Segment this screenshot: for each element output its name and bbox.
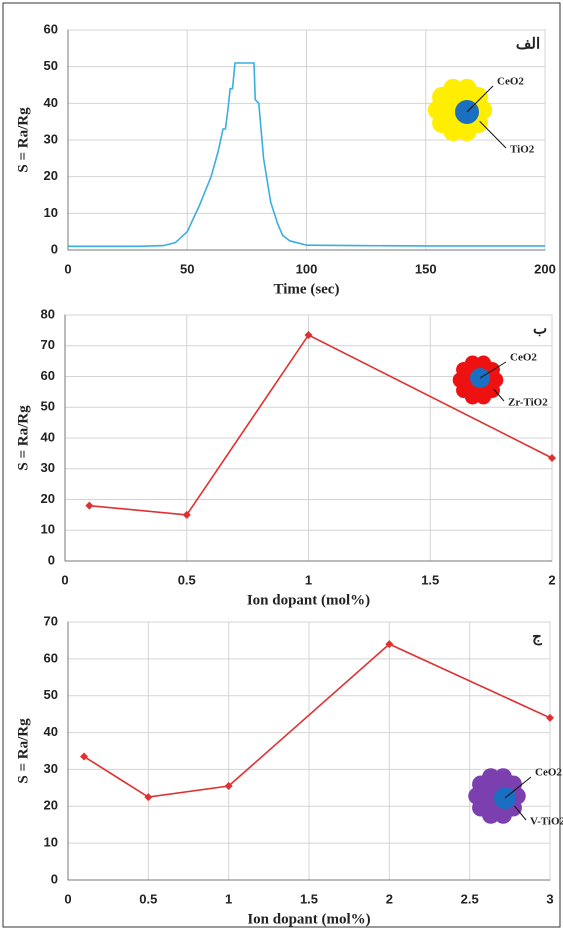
y-tick-label: 50 bbox=[41, 399, 55, 414]
data-point bbox=[546, 713, 554, 722]
inset-pointer bbox=[479, 120, 507, 149]
y-tick-label: 30 bbox=[44, 131, 58, 146]
y-axis-label: S = Ra/Rg bbox=[15, 718, 31, 784]
y-tick-label: 50 bbox=[44, 58, 58, 73]
y-tick-label: 10 bbox=[41, 522, 55, 537]
y-tick-label: 70 bbox=[41, 337, 55, 352]
data-line bbox=[83, 643, 551, 798]
x-tick-label: 1.5 bbox=[421, 572, 439, 587]
x-tick-label: 50 bbox=[180, 261, 194, 276]
x-tick-label: 200 bbox=[534, 261, 556, 276]
data-point bbox=[182, 510, 191, 519]
y-tick-label: 60 bbox=[41, 368, 55, 383]
y-tick-label: 80 bbox=[41, 306, 55, 321]
annotation: ب bbox=[533, 321, 547, 337]
y-tick-label: 60 bbox=[44, 650, 58, 665]
inset-pointer bbox=[493, 388, 505, 402]
y-tick-label: 30 bbox=[44, 761, 58, 776]
y-tick-label: 50 bbox=[44, 687, 58, 702]
data-line bbox=[68, 62, 545, 248]
data-point bbox=[80, 752, 89, 761]
x-tick-label: 1 bbox=[305, 572, 312, 587]
x-axis-label: Ion dopant (mol%) bbox=[247, 592, 370, 608]
x-axis-label: Time (sec) bbox=[274, 281, 340, 297]
y-tick-label: 20 bbox=[44, 168, 58, 183]
inset-pointer bbox=[504, 776, 532, 799]
y-tick-label: 60 bbox=[44, 21, 58, 36]
x-tick-label: 2 bbox=[548, 572, 555, 587]
x-tick-label: 0 bbox=[64, 261, 71, 276]
y-axis-label: S = Ra/Rg bbox=[15, 107, 31, 173]
y-tick-label: 40 bbox=[41, 429, 55, 444]
y-tick-label: 20 bbox=[41, 491, 55, 506]
inset-label: TiO2 bbox=[510, 144, 535, 156]
x-tick-label: 1.5 bbox=[300, 891, 318, 906]
annotation: ج bbox=[532, 629, 542, 645]
x-tick-label: 2.5 bbox=[461, 891, 479, 906]
inset-label: V-TiO2 bbox=[530, 816, 563, 828]
inset-pointer bbox=[479, 361, 507, 379]
data-point bbox=[144, 793, 153, 802]
data-point bbox=[548, 453, 556, 462]
y-tick-label: 30 bbox=[41, 460, 55, 475]
data-line bbox=[89, 333, 553, 516]
y-axis-label: S = Ra/Rg bbox=[15, 405, 31, 471]
x-tick-label: 0.5 bbox=[139, 891, 157, 906]
x-tick-label: 1 bbox=[225, 891, 232, 906]
inset-pointer bbox=[514, 805, 527, 821]
inset-label: CeO2 bbox=[535, 767, 562, 779]
y-tick-label: 0 bbox=[51, 871, 58, 886]
data-point bbox=[385, 640, 394, 649]
data-point bbox=[85, 501, 94, 510]
x-tick-label: 150 bbox=[415, 261, 437, 276]
x-axis-label: Ion dopant (mol%) bbox=[247, 911, 370, 927]
inset-label: CeO2 bbox=[497, 76, 524, 88]
y-tick-label: 20 bbox=[44, 798, 58, 813]
inset-pointer bbox=[466, 85, 494, 113]
x-tick-label: 2 bbox=[386, 891, 393, 906]
y-tick-label: 10 bbox=[44, 835, 58, 850]
x-tick-label: 0.5 bbox=[178, 572, 196, 587]
y-tick-label: 70 bbox=[44, 613, 58, 628]
x-tick-label: 3 bbox=[546, 891, 553, 906]
x-tick-label: 0 bbox=[61, 572, 68, 587]
x-tick-label: 0 bbox=[64, 891, 71, 906]
annotation: الف bbox=[516, 36, 540, 52]
inset-label: Zr-TiO2 bbox=[508, 397, 548, 409]
data-point bbox=[304, 330, 313, 339]
y-tick-label: 10 bbox=[44, 205, 58, 220]
y-tick-label: 0 bbox=[51, 241, 58, 256]
inset-label: CeO2 bbox=[510, 352, 537, 364]
x-tick-label: 100 bbox=[296, 261, 318, 276]
y-tick-label: 40 bbox=[44, 724, 58, 739]
y-tick-label: 40 bbox=[44, 95, 58, 110]
y-tick-label: 0 bbox=[48, 552, 55, 567]
data-point bbox=[224, 782, 233, 791]
